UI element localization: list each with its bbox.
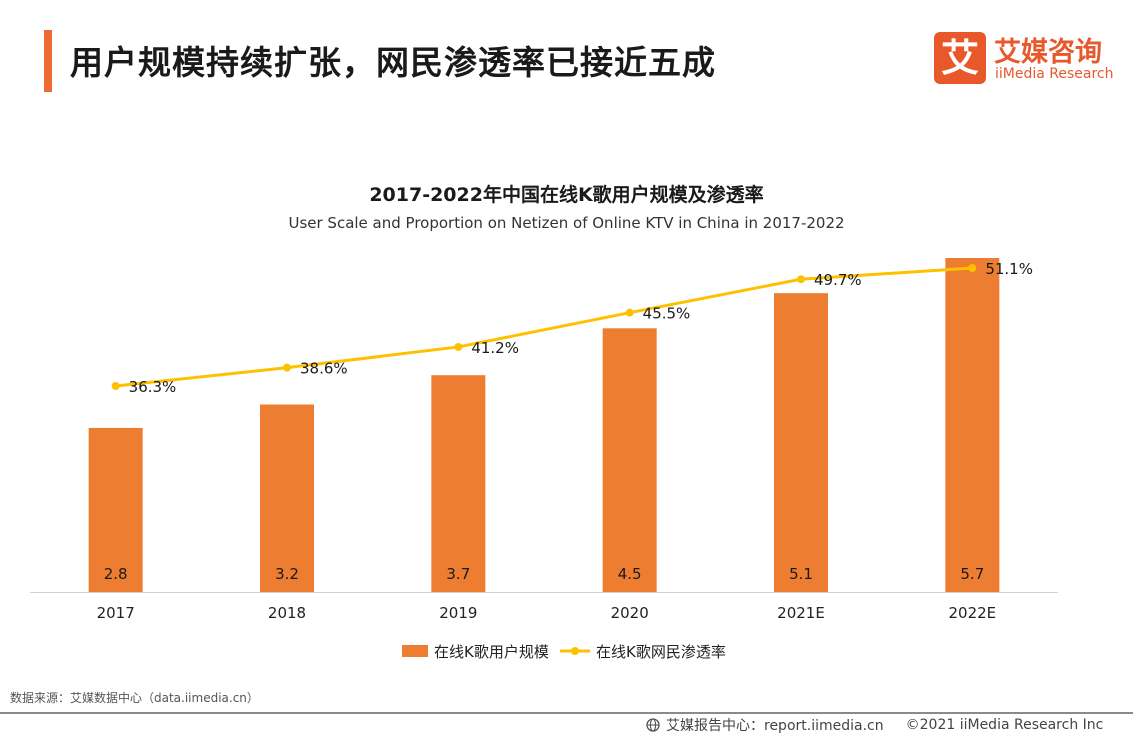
logo-mark-icon: 艾 bbox=[934, 32, 986, 84]
chart-subtitle: User Scale and Proportion on Netizen of … bbox=[288, 214, 845, 232]
bar-2022E bbox=[945, 258, 1000, 592]
x-tick-label: 2021E bbox=[777, 604, 825, 622]
legend-bar-swatch bbox=[402, 645, 428, 657]
x-tick-label: 2018 bbox=[268, 604, 306, 622]
iimedia-logo: 艾 艾媒咨询 iiMedia Research bbox=[934, 30, 1114, 86]
line-label-2019: 41.2% bbox=[471, 339, 519, 357]
combo-chart: 2.8 2017 3.2 2018 3.7 2019 4.5 2020 5.1 2021E 5.7 2… bbox=[30, 258, 1058, 661]
line-label-2022E: 51.1% bbox=[985, 260, 1033, 278]
footer-report-link[interactable]: 艾媒报告中心：report.iimedia.cn bbox=[666, 718, 884, 734]
chart-title: 2017-2022年中国在线K歌用户规模及渗透率 bbox=[369, 184, 764, 206]
legend-bar-label: 在线K歌用户规模 bbox=[434, 643, 549, 661]
footer-divider bbox=[0, 712, 1133, 714]
bar-label-2020: 4.5 bbox=[618, 565, 642, 583]
line-point-2021E bbox=[797, 275, 805, 284]
line-label-2021E: 49.7% bbox=[814, 271, 862, 289]
page-title: 用户规模持续扩张，网民渗透率已接近五成 bbox=[70, 43, 716, 82]
line-label-2020: 45.5% bbox=[643, 305, 691, 323]
bar-2018 bbox=[260, 404, 314, 592]
data-source: 数据来源：艾媒数据中心（data.iimedia.cn） bbox=[10, 691, 259, 705]
x-tick-label: 2022E bbox=[949, 604, 997, 622]
line-label-2017: 36.3% bbox=[129, 378, 177, 396]
line-point-2020 bbox=[625, 308, 634, 317]
footer-copyright: ©2021 iiMedia Research Inc bbox=[905, 717, 1104, 733]
x-tick-label: 2020 bbox=[611, 604, 649, 622]
bar-2021E bbox=[774, 293, 828, 592]
bar-label-2018: 3.2 bbox=[275, 565, 299, 583]
logo-en-text: iiMedia Research bbox=[995, 66, 1114, 82]
x-tick-label: 2017 bbox=[97, 604, 135, 622]
footer: 艾媒报告中心：report.iimedia.cn ©2021 iiMedia R… bbox=[646, 715, 1103, 735]
legend-line-label: 在线K歌网民渗透率 bbox=[596, 643, 726, 661]
line-label-2018: 38.6% bbox=[300, 360, 348, 378]
logo-cn-text: 艾媒咨询 bbox=[994, 37, 1102, 68]
penetration-line bbox=[115, 266, 973, 388]
globe-icon bbox=[646, 718, 660, 732]
bar-label-2017: 2.8 bbox=[104, 565, 128, 583]
line-point-2019 bbox=[454, 342, 463, 351]
bar-2017 bbox=[88, 427, 143, 592]
title-accent-bar bbox=[44, 30, 52, 92]
legend-line-marker bbox=[571, 647, 579, 655]
bar-2019 bbox=[431, 375, 486, 592]
line-point-2017 bbox=[111, 382, 120, 390]
bar-label-2019: 3.7 bbox=[446, 565, 470, 583]
bar-2020 bbox=[602, 328, 657, 592]
bar-label-2022E: 5.7 bbox=[960, 565, 984, 583]
bar-label-2021E: 5.1 bbox=[789, 565, 813, 583]
x-tick-label: 2019 bbox=[439, 604, 477, 622]
line-point-2022E bbox=[968, 264, 977, 273]
line-point-2018 bbox=[283, 363, 291, 372]
